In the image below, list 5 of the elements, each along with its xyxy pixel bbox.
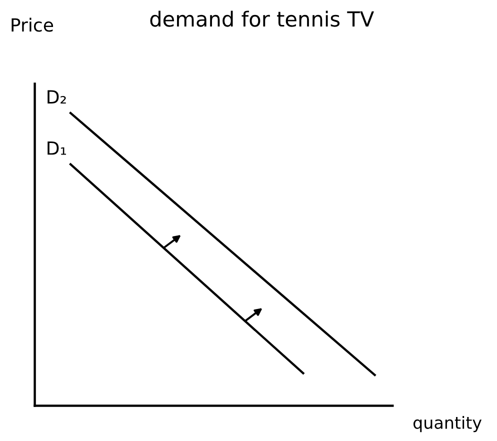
x-axis-title: quantity: [413, 416, 482, 432]
y-axis-title: Price: [12, 18, 54, 32]
series-label: D₁: [48, 142, 66, 155]
chart-title: demand for tennis TV: [150, 10, 374, 27]
series-label: D₂: [48, 90, 66, 104]
